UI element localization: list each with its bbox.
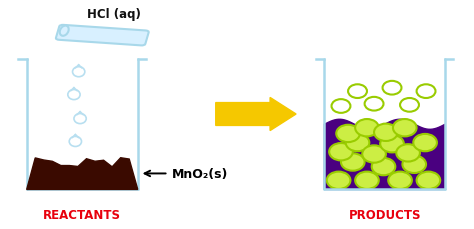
Ellipse shape xyxy=(346,134,369,152)
Text: PRODUCTS: PRODUCTS xyxy=(348,208,421,221)
Ellipse shape xyxy=(402,156,426,173)
Text: REACTANTS: REACTANTS xyxy=(43,208,121,221)
Ellipse shape xyxy=(60,27,69,37)
Ellipse shape xyxy=(329,143,353,161)
Ellipse shape xyxy=(396,144,420,162)
Polygon shape xyxy=(27,158,138,190)
Ellipse shape xyxy=(336,125,360,142)
Ellipse shape xyxy=(362,146,386,163)
FancyArrow shape xyxy=(216,98,296,131)
Ellipse shape xyxy=(380,135,404,153)
FancyBboxPatch shape xyxy=(56,26,149,46)
Ellipse shape xyxy=(355,172,379,189)
Ellipse shape xyxy=(393,120,417,137)
Ellipse shape xyxy=(372,158,395,175)
Ellipse shape xyxy=(374,124,398,141)
Polygon shape xyxy=(324,60,445,190)
Text: MnO₂(s): MnO₂(s) xyxy=(172,167,228,180)
Ellipse shape xyxy=(327,172,350,189)
Ellipse shape xyxy=(341,154,365,171)
Text: HCl (aq): HCl (aq) xyxy=(87,8,141,21)
Ellipse shape xyxy=(413,134,437,152)
Ellipse shape xyxy=(355,120,379,137)
Ellipse shape xyxy=(417,172,440,189)
Polygon shape xyxy=(324,120,445,190)
Ellipse shape xyxy=(388,172,412,189)
